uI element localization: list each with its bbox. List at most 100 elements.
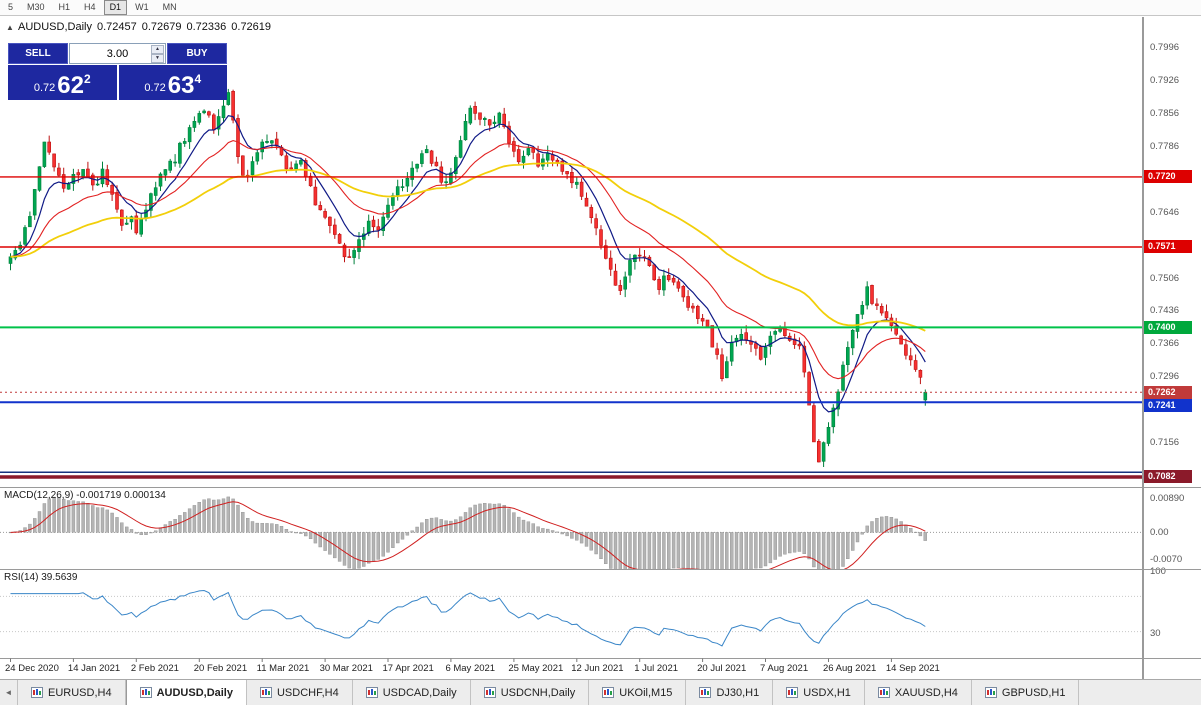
chart-tab-AUDUSD-Daily[interactable]: AUDUSD,Daily xyxy=(125,680,247,705)
sell-button[interactable]: SELL xyxy=(8,43,68,64)
ask-price-display[interactable]: 0.72 63 4 xyxy=(118,65,227,100)
volume-input[interactable] xyxy=(84,47,151,60)
chart-tab-USDCHF-H4[interactable]: USDCHF,H4 xyxy=(246,680,353,705)
price-tag-0.7720: 0.7720 xyxy=(1144,170,1192,184)
macd-scale-label: 0.00 xyxy=(1150,527,1169,539)
date-label: 6 May 2021 xyxy=(445,663,496,674)
price-tag-0.7400: 0.7400 xyxy=(1144,320,1192,334)
date-label: 2 Feb 2021 xyxy=(130,663,179,674)
rsi-scale-label: 100 xyxy=(1150,566,1166,577)
time-scale[interactable]: 24 Dec 2020 14 Jan 2021 2 Feb 2021 20 Feb 2… xyxy=(0,663,1143,679)
chart-tab-label: USDCHF,H4 xyxy=(276,686,339,699)
tab-scroll-left-icon[interactable]: ◄ xyxy=(0,680,18,705)
buy-button[interactable]: BUY xyxy=(167,43,227,64)
price-scale-label: 0.7786 xyxy=(1150,140,1180,152)
timeframe-button-MN[interactable]: MN xyxy=(162,2,177,12)
price-scale-label: 0.7506 xyxy=(1150,272,1180,284)
chart-tab-label: EURUSD,H4 xyxy=(48,686,112,699)
chart-icon xyxy=(984,687,997,698)
bid-price-big: 62 xyxy=(57,72,84,99)
chart-tab-label: GBPUSD,H1 xyxy=(1001,686,1066,699)
timeframe-button-D1[interactable]: D1 xyxy=(103,0,128,15)
date-label: 12 Jun 2021 xyxy=(571,663,624,674)
chart-tab-XAUUSD-H4[interactable]: XAUUSD,H4 xyxy=(864,680,972,705)
price-scale-label: 0.7926 xyxy=(1150,75,1180,87)
panel-separator xyxy=(1144,569,1201,570)
rsi-scale-label: 30 xyxy=(1150,627,1161,639)
chart-tab-USDCAD-Daily[interactable]: USDCAD,Daily xyxy=(352,680,471,705)
price-tag-0.7241: 0.7241 xyxy=(1144,398,1192,412)
chart-icon xyxy=(602,687,615,698)
date-label: 14 Jan 2021 xyxy=(67,663,121,674)
timeframe-button-W1[interactable]: W1 xyxy=(135,2,149,12)
bid-price-display[interactable]: 0.72 62 2 xyxy=(8,65,117,100)
one-click-collapse-icon[interactable]: ▲ xyxy=(6,23,14,32)
chart-tab-USDX-H1[interactable]: USDX,H1 xyxy=(773,680,865,705)
date-label: 24 Dec 2020 xyxy=(5,663,59,674)
price-scale-label: 0.7996 xyxy=(1150,42,1180,54)
rsi-indicator-label: RSI(14) 39.5639 xyxy=(4,572,78,583)
panel-separator xyxy=(1144,658,1201,659)
chart-icon xyxy=(699,687,712,698)
chart-tab-label: XAUUSD,H4 xyxy=(894,686,958,699)
timeframe-button-H4[interactable]: H4 xyxy=(84,2,96,12)
timeframe-button-5[interactable]: 5 xyxy=(8,2,14,12)
date-label: 17 Apr 2021 xyxy=(382,663,434,674)
chart-tab-GBPUSD-H1[interactable]: GBPUSD,H1 xyxy=(971,680,1080,705)
chart-tab-label: USDX,H1 xyxy=(803,686,851,699)
price-scale-label: 0.7436 xyxy=(1150,305,1180,317)
price-tag-0.7082: 0.7082 xyxy=(1144,470,1192,484)
chart-tab-DJ30-H1[interactable]: DJ30,H1 xyxy=(686,680,774,705)
date-label: 11 Mar 2021 xyxy=(256,663,310,674)
volume-up-icon[interactable]: ▲ xyxy=(151,45,164,54)
volume-box: ▲ ▼ xyxy=(69,43,166,64)
ask-price-big: 63 xyxy=(167,72,195,99)
chart-icon xyxy=(483,687,496,698)
date-label: 14 Sep 2021 xyxy=(885,663,940,674)
chart-tab-label: UKOil,M15 xyxy=(619,686,673,699)
macd-scale-label: -0.0070 xyxy=(1150,554,1183,566)
price-scale-label: 0.7156 xyxy=(1150,437,1180,449)
price-tag-0.7571: 0.7571 xyxy=(1144,240,1192,254)
chart-window: ▲ AUDUSD,Daily 0.72457 0.72679 0.72336 0.726… xyxy=(0,17,1201,679)
ask-price-prefix: 0.72 xyxy=(144,82,166,94)
ask-price-pip: 4 xyxy=(194,72,202,86)
chart-symbol: AUDUSD,Daily xyxy=(18,21,92,33)
date-label: 1 Jul 2021 xyxy=(634,663,679,674)
price-scale-label: 0.7296 xyxy=(1150,371,1180,383)
bid-price-pip: 2 xyxy=(83,72,91,86)
chart-tab-bar: ◄ EURUSD,H4 AUDUSD,Daily USDCHF,H4 USDCAD,D… xyxy=(0,679,1201,705)
timeframe-toolbar: 5 M30 H1 H4 D1 W1 MN xyxy=(0,0,1201,16)
chart-tab-label: USDCAD,Daily xyxy=(382,686,457,699)
date-label: 26 Aug 2021 xyxy=(822,663,877,674)
chart-icon xyxy=(786,687,799,698)
chart-tab-USDCNH-Daily[interactable]: USDCNH,Daily xyxy=(470,680,590,705)
ohlc-open: 0.72457 xyxy=(96,21,137,33)
ohlc-low: 0.72336 xyxy=(186,21,227,33)
chart-icon xyxy=(259,687,272,698)
chart-icon xyxy=(31,687,43,698)
date-label: 20 Jul 2021 xyxy=(697,663,747,674)
timeframe-button-H1[interactable]: H1 xyxy=(58,2,71,12)
volume-down-icon[interactable]: ▼ xyxy=(151,54,164,63)
price-scale-label: 0.7646 xyxy=(1150,206,1180,218)
one-click-trading-panel: SELL ▲ ▼ BUY 0.72 62 2 0.72 xyxy=(8,43,227,100)
bid-price-prefix: 0.72 xyxy=(33,82,56,94)
chart-ohlc-header: AUDUSD,Daily 0.72457 0.72679 0.72336 0.72619 xyxy=(18,21,276,33)
macd-indicator-label: MACD(12,26,9) -0.001719 0.000134 xyxy=(4,490,166,501)
chart-icon xyxy=(877,687,890,698)
date-label: 20 Feb 2021 xyxy=(193,663,248,674)
chart-icon xyxy=(139,687,152,698)
ohlc-high: 0.72679 xyxy=(141,21,182,33)
price-tag-0.7262: 0.7262 xyxy=(1144,385,1192,399)
price-scale[interactable]: 0.79960.79260.78560.77860.77160.76460.75… xyxy=(1143,17,1201,679)
chart-canvas[interactable] xyxy=(0,17,1143,679)
chart-tab-EURUSD-H4[interactable]: EURUSD,H4 xyxy=(18,680,126,705)
date-label: 30 Mar 2021 xyxy=(319,663,373,674)
chart-tab-UKOil-M15[interactable]: UKOil,M15 xyxy=(589,680,687,705)
timeframe-button-M30[interactable]: M30 xyxy=(27,2,45,12)
price-scale-label: 0.7856 xyxy=(1150,107,1180,119)
ohlc-close: 0.72619 xyxy=(231,21,272,33)
chart-icon xyxy=(365,687,378,698)
